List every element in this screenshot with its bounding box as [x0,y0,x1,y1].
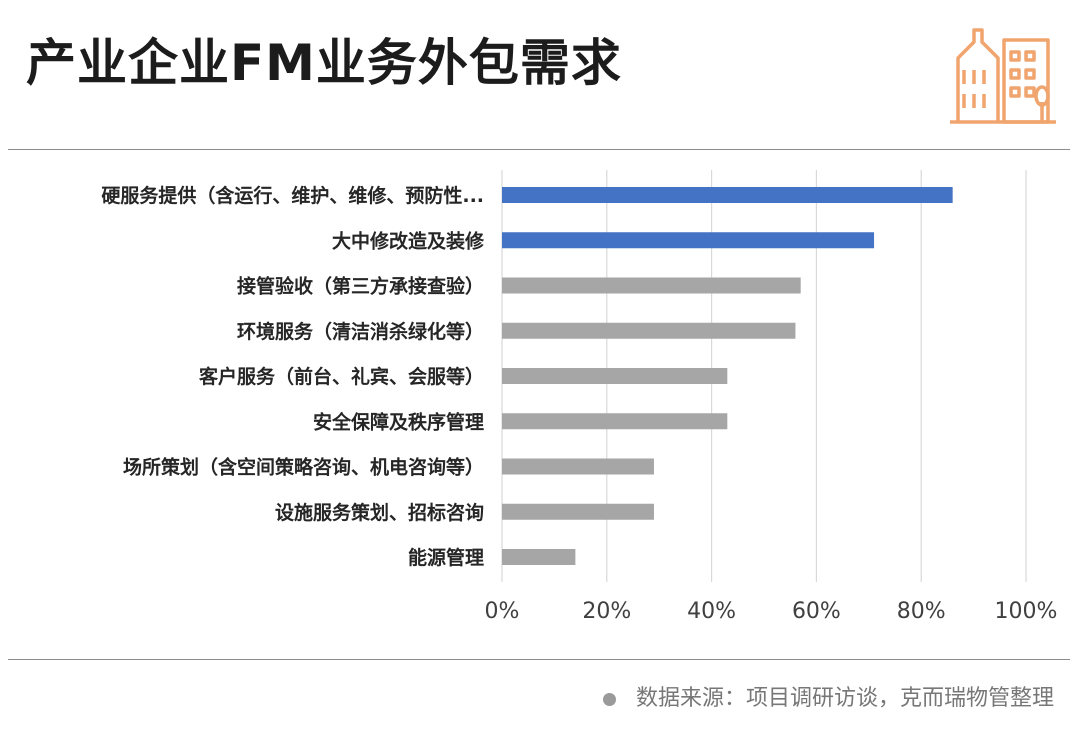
category-label: 接管验收（第三方承接查验） [237,275,484,298]
bar [502,187,953,203]
bar [502,549,576,565]
bars [502,187,953,565]
buildings-icon [948,18,1058,130]
category-label: 设施服务策划、招标咨询 [275,501,484,524]
bar [502,277,801,294]
source-text: 数据来源：项目调研访谈，克而瑞物管整理 [635,686,1054,711]
category-label: 能源管理 [408,546,484,569]
category-label: 客户服务（前台、礼宾、会服等） [199,365,484,388]
bullet-icon [602,692,616,706]
category-label: 硬服务提供（含运行、维护、维修、预防性... [101,184,484,207]
category-label: 环境服务（清洁消杀绿化等） [237,320,484,343]
bar [502,458,654,475]
x-tick-label: 0% [485,599,520,624]
x-tick-label: 60% [792,599,841,624]
bar [502,368,728,384]
page-title: 产业企业FM业务外包需求 [26,34,622,92]
bar-chart: 硬服务提供（含运行、维护、维修、预防性... 大中修改造及装修接管验收（第三方承接… [101,170,1058,624]
x-tick-label: 40% [687,599,736,624]
x-tick-label: 20% [582,599,631,624]
category-labels: 硬服务提供（含运行、维护、维修、预防性... 大中修改造及装修接管验收（第三方承接… [101,184,485,569]
category-label: 安全保障及秩序管理 [313,410,484,433]
x-tick-label: 100% [995,599,1058,624]
source-note: 数据来源：项目调研访谈，克而瑞物管整理 [602,686,1054,711]
bar [502,503,654,520]
category-label: 场所策划（含空间策略咨询、机电咨询等） [123,456,484,479]
bar [502,413,728,430]
category-label: 大中修改造及装修 [332,229,485,252]
footer-divider [8,659,1070,660]
x-tick-label: 80% [897,599,946,624]
bar [502,322,796,339]
bar [502,232,875,249]
header-divider [8,149,1070,150]
x-axis-ticks: 0% 20% 40% 60% 80% 100% [485,599,1058,624]
